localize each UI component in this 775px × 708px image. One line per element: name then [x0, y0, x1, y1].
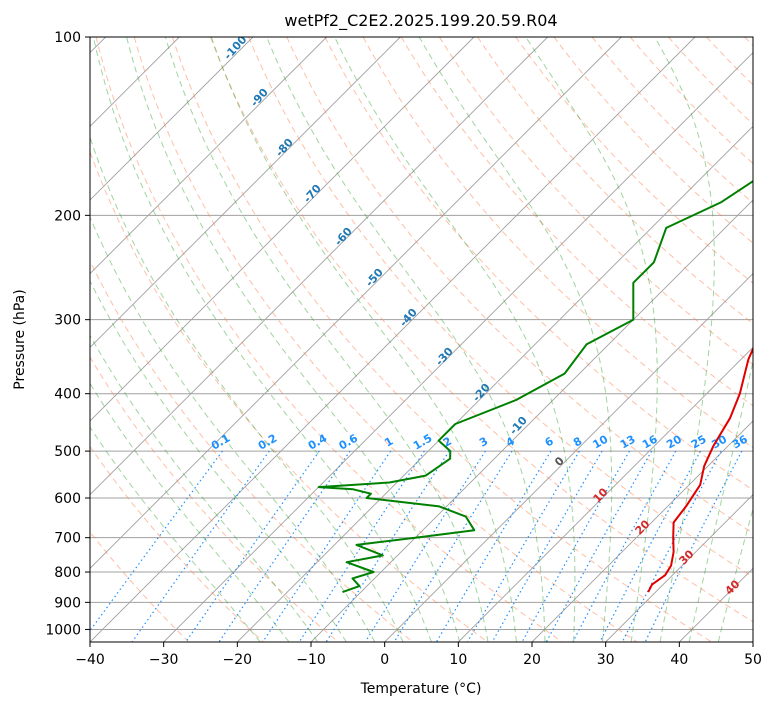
moist-adiabat-line [266, 37, 546, 642]
x-tick-label: 40 [670, 652, 688, 668]
moist-adiabat-line [654, 37, 715, 642]
isotherm-line [458, 346, 753, 642]
x-tick-label: 10 [449, 652, 467, 668]
mixing-ratio-line [262, 450, 392, 642]
y-tick-label: 1000 [45, 622, 81, 638]
plot-frame [89, 36, 754, 643]
y-axis: 100 200 300 400 500 600 700 800 900 1000 [45, 30, 90, 638]
profile-lines [317, 180, 753, 594]
mixing-ratio-line [435, 450, 552, 642]
y-tick-label: 300 [54, 313, 81, 329]
mixing-ratio-line [466, 450, 580, 642]
y-tick-label: 500 [54, 444, 81, 460]
x-tick-label: −40 [75, 652, 105, 668]
mixing-ratio-line [491, 450, 603, 642]
moist-adiabat-line [90, 215, 376, 642]
x-tick-label: 0 [380, 652, 389, 668]
isotherm-line [90, 37, 254, 201]
mixing-ratio-line [218, 450, 351, 642]
y-tick-label: 400 [54, 387, 81, 403]
moist-adiabat-line [90, 334, 319, 642]
moist-adiabat-line [688, 358, 753, 642]
dry-adiabat-line [324, 37, 753, 491]
isotherm-line [384, 273, 753, 642]
dewpoint-profile-line [317, 180, 753, 594]
moist-adiabat-line [90, 426, 261, 642]
dry-adiabat-line [248, 37, 753, 578]
x-tick-label: 20 [523, 652, 541, 668]
y-tick-label: 800 [54, 565, 81, 581]
x-tick-label: −30 [149, 652, 179, 668]
plot-background [90, 37, 753, 642]
moist-adiabat-line [334, 37, 576, 642]
mixing-ratio-line [572, 450, 677, 642]
isotherm-line [90, 37, 696, 642]
y-tick-label: 100 [54, 30, 81, 46]
mixing-ratio-line [644, 450, 743, 642]
dry-adiabat-line [171, 37, 712, 642]
isotherm-line [237, 125, 753, 642]
moist-adiabat-line [717, 506, 753, 642]
moist-adiabat-line [164, 37, 489, 642]
x-tick-label: 50 [744, 652, 762, 668]
dry-adiabat-line [133, 37, 638, 642]
x-axis: −40 −30 −20 −10 0 10 20 30 40 50 [75, 642, 762, 668]
isotherm-line [90, 37, 401, 348]
mixing-ratio-line [90, 450, 223, 632]
moist-adiabat-line [418, 37, 613, 642]
moist-adiabat-line [126, 37, 461, 642]
dry-adiabat-line [90, 150, 488, 642]
y-tick-label: 600 [54, 491, 81, 507]
y-axis-label: Pressure (hPa) [12, 289, 28, 389]
moist-adiabat-line [90, 382, 290, 642]
dry-adiabat-line [477, 37, 753, 325]
x-tick-label: 30 [597, 652, 615, 668]
isotherm-line [90, 37, 622, 569]
y-tick-label: 200 [54, 208, 81, 224]
chart-title: wetPf2_C2E2.2025.199.20.59.R04 [284, 11, 557, 31]
y-tick-label: 700 [54, 531, 81, 547]
isotherm-line [531, 420, 753, 642]
isotherm-line [163, 52, 753, 642]
dry-adiabat-line [286, 37, 753, 534]
mixing-ratio-line [621, 450, 722, 642]
isotherm-line [605, 494, 753, 642]
dry-adiabat-line [90, 356, 339, 642]
dry-adiabat-line [210, 37, 753, 623]
mixing-ratio-line [599, 450, 702, 642]
y-tick-label: 900 [54, 595, 81, 611]
mixing-ratio-line [325, 450, 450, 642]
x-axis-label: Temperature (°C) [360, 681, 482, 697]
isotherm-line [90, 37, 327, 275]
isotherm-line [90, 37, 475, 422]
dry-adiabat-line [95, 37, 563, 642]
moist-adiabat-line [92, 37, 432, 642]
mixing-ratio-line [545, 450, 653, 642]
mixing-ratio-line [521, 450, 631, 642]
background-lines [90, 37, 753, 642]
x-tick-label: −10 [296, 652, 326, 668]
temperature-profile-line [647, 346, 753, 593]
dry-adiabat-line [438, 37, 753, 366]
dry-adiabat-line [90, 259, 414, 642]
x-tick-label: −20 [223, 652, 253, 668]
moist-adiabat-line [90, 135, 404, 642]
moist-adiabat-line [525, 37, 658, 642]
isotherm-line [90, 37, 548, 496]
moist-adiabat-line [210, 37, 517, 642]
dry-adiabat-line [90, 445, 264, 642]
